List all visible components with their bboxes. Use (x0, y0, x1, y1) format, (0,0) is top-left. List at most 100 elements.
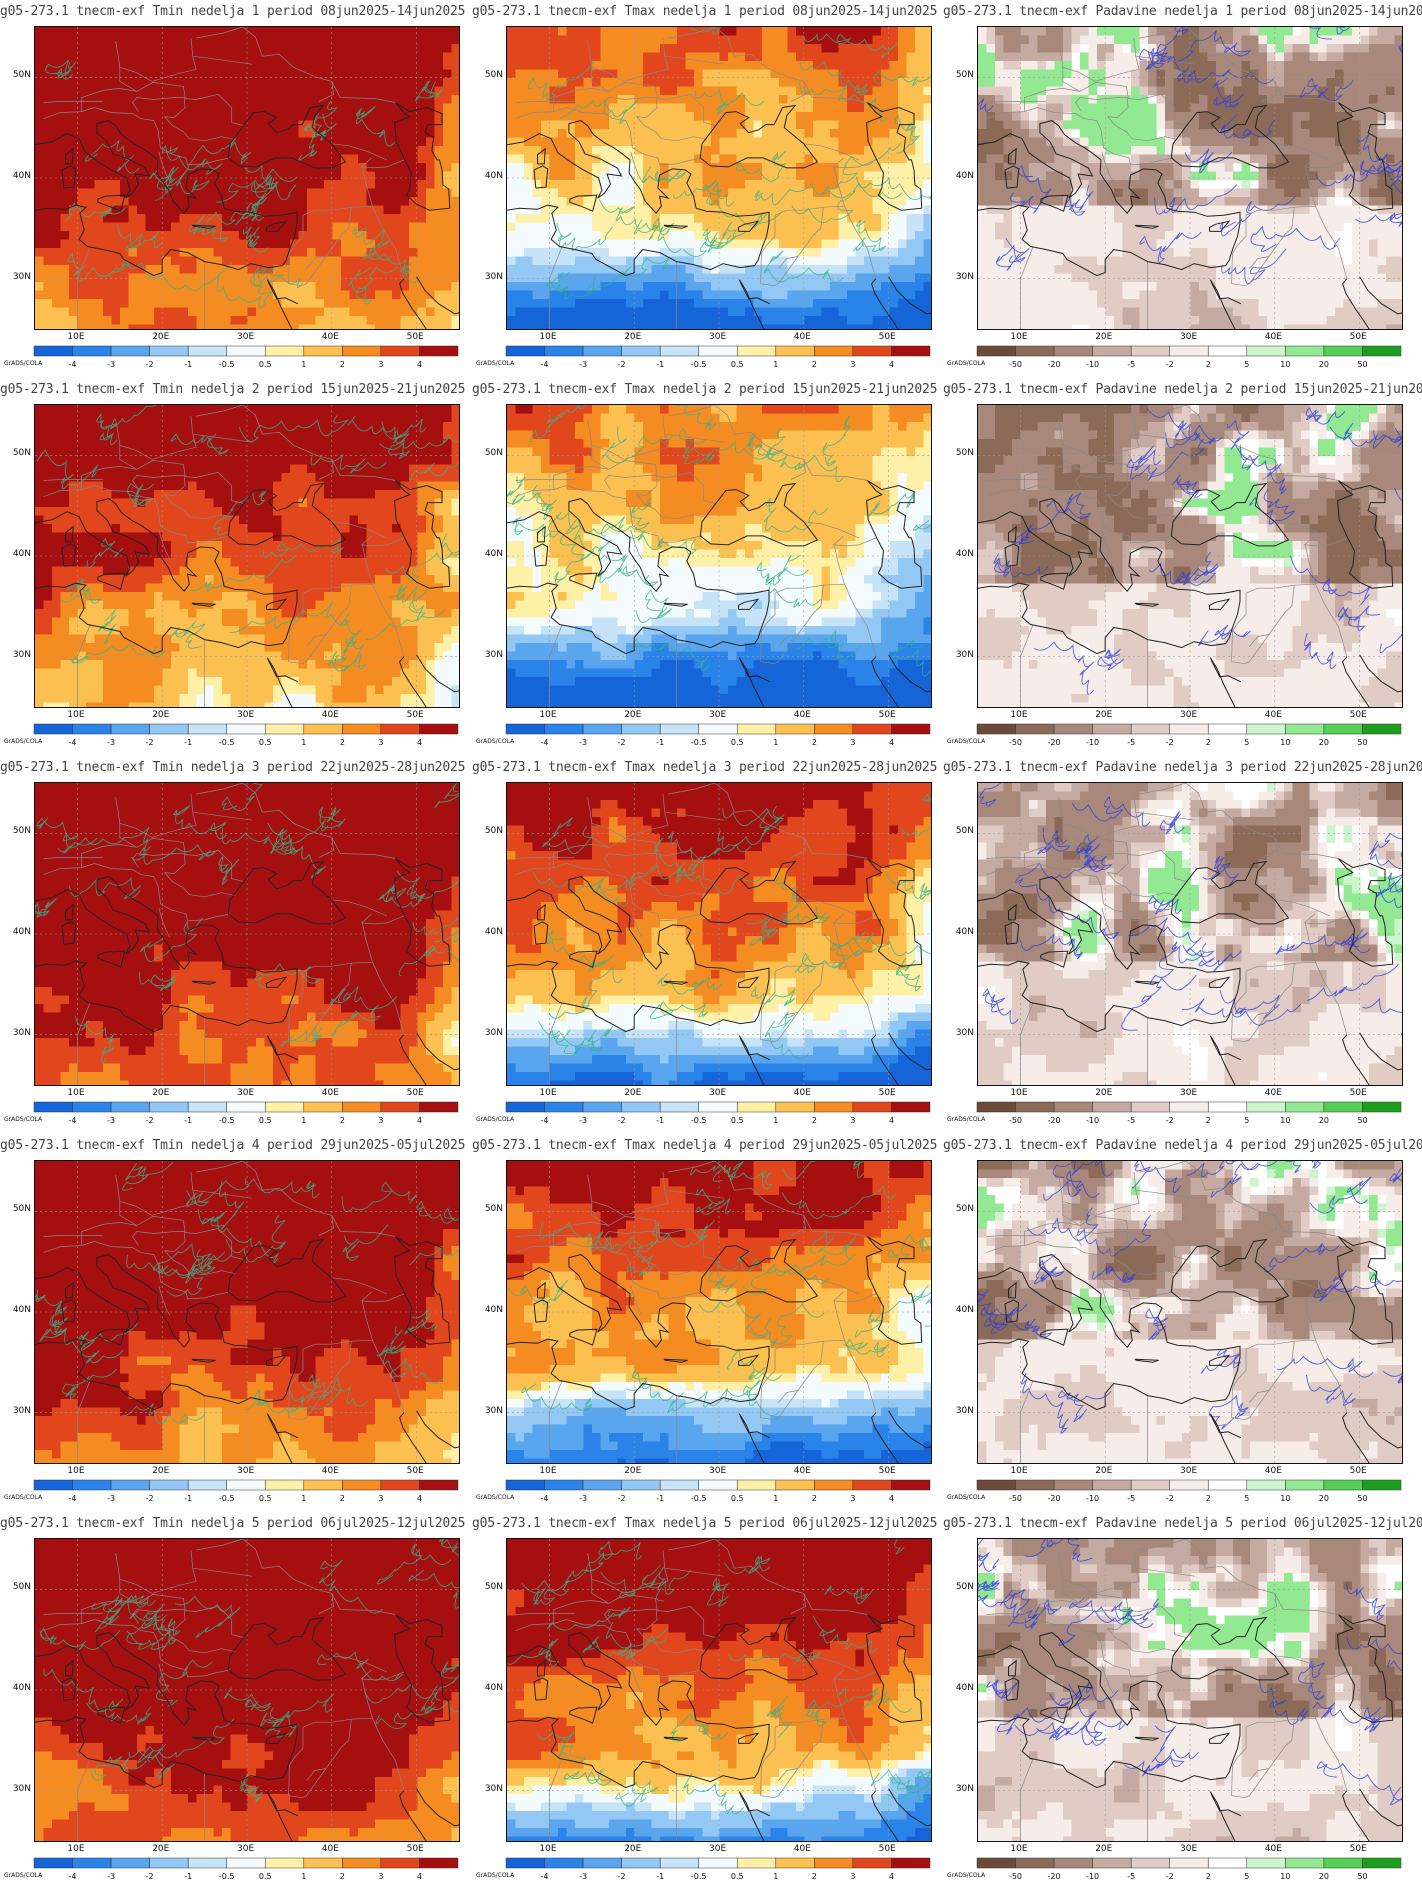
colorbar-swatch (265, 345, 305, 357)
colorbar-swatch (1285, 1101, 1325, 1113)
colorbar-swatch (582, 1479, 622, 1491)
colorbar-label: -4 (541, 1116, 549, 1125)
colorbar-swatch (110, 345, 150, 357)
lat-tick-label: 40N (13, 1683, 31, 1693)
map-frame (506, 782, 932, 1086)
colorbar-label: 4 (417, 360, 422, 369)
colorbar-swatch (775, 345, 815, 357)
colorbar-label: 50 (1357, 1116, 1367, 1125)
colorbar-label: -20 (1048, 738, 1061, 747)
colorbar: -50 -20 -10 -5 -2 2 5 10 20 50 (976, 1479, 1402, 1506)
colorbar-label: -10 (1086, 1494, 1099, 1503)
panel-title: g05-273.1 tnecm-exf Tmax nedelja 2 perio… (472, 382, 937, 397)
lon-tick-label: 40E (794, 1466, 811, 1476)
colorbar-swatch (110, 723, 150, 735)
grads-credit: GrADS/COLA (4, 1116, 42, 1123)
panel-title: g05-273.1 tnecm-exf Padavine nedelja 3 p… (943, 760, 1422, 775)
colorbar-swatch (621, 723, 661, 735)
colorbar-label: -20 (1048, 1116, 1061, 1125)
colorbar: -4 -3 -2 -1 -0.5 0.5 1 2 3 4 (505, 1857, 931, 1884)
colorbar-label: 2 (812, 1116, 817, 1125)
title-period: 06jul2025-12jul2025 (792, 1516, 937, 1531)
colorbar-swatch (1169, 1479, 1209, 1491)
colorbar-label: -3 (107, 738, 115, 747)
colorbar-label: 1 (301, 1116, 306, 1125)
colorbar-label: 5 (1244, 1116, 1249, 1125)
panel-title: g05-273.1 tnecm-exf Tmax nedelja 3 perio… (472, 760, 937, 775)
lon-tick-label: 40E (1265, 1466, 1282, 1476)
colorbar-label: -4 (69, 1872, 77, 1881)
title-title_prefix: g05-273.1 tnecm-exf (472, 4, 625, 19)
title-title_prefix: g05-273.1 tnecm-exf (943, 1138, 1096, 1153)
grads-credit: GrADS/COLA (476, 1872, 514, 1879)
colorbar-swatch (226, 1479, 266, 1491)
colorbar-swatch (852, 1857, 892, 1869)
colorbar-label: 3 (850, 360, 855, 369)
colorbar-swatch (72, 345, 112, 357)
grads-credit: GrADS/COLA (476, 738, 514, 745)
lon-tick-label: 10E (539, 1466, 556, 1476)
colorbar-label: 50 (1357, 1494, 1367, 1503)
colorbar-swatch (1285, 723, 1325, 735)
colorbar-label: -10 (1086, 738, 1099, 747)
lon-tick-label: 10E (539, 1844, 556, 1854)
colorbar-swatch (226, 1857, 266, 1869)
colorbar-swatch (1092, 1857, 1132, 1869)
colorbar-swatch (1015, 723, 1055, 735)
colorbar-swatch (1015, 1479, 1055, 1491)
lat-tick-label: 40N (13, 171, 31, 181)
colorbar-label: 2 (1206, 1494, 1211, 1503)
colorbar-label: -3 (579, 1494, 587, 1503)
colorbar-label: -20 (1048, 360, 1061, 369)
lat-tick-label: 40N (956, 927, 974, 937)
colorbar-label: 0.5 (731, 1872, 744, 1881)
colorbar-label: -50 (1009, 738, 1022, 747)
colorbar-swatch (737, 1101, 777, 1113)
map-panel-padavine-week-3: g05-273.1 tnecm-exf Padavine nedelja 3 p… (943, 756, 1422, 1134)
colorbar-label: 0.5 (259, 360, 272, 369)
colorbar-swatch (775, 723, 815, 735)
colorbar-label: 2 (812, 1872, 817, 1881)
lat-tick-label: 50N (13, 1204, 31, 1214)
colorbar-label: -4 (541, 1872, 549, 1881)
panel-title: g05-273.1 tnecm-exf Padavine nedelja 5 p… (943, 1516, 1422, 1531)
colorbar-swatch (1092, 1479, 1132, 1491)
colorbar-swatch (976, 345, 1016, 357)
lat-tick-label: 30N (485, 1028, 503, 1038)
lat-tick-label: 50N (485, 1204, 503, 1214)
lon-tick-label: 50E (1350, 1844, 1367, 1854)
map-frame (977, 1160, 1403, 1464)
title-period: 08jun2025-14jun2025 (1294, 4, 1422, 19)
colorbar-label: 2 (1206, 1872, 1211, 1881)
map-field (978, 27, 1402, 329)
colorbar-label: -20 (1048, 1872, 1061, 1881)
lat-tick-label: 30N (485, 650, 503, 660)
title-variable: Padavine (1096, 1516, 1165, 1531)
colorbar-label: 0.5 (259, 1872, 272, 1881)
title-variable: Tmax (625, 382, 663, 397)
lon-tick-label: 50E (879, 332, 896, 342)
colorbar-label: -2 (618, 1116, 626, 1125)
colorbar-swatch (852, 345, 892, 357)
colorbar-swatch (544, 723, 584, 735)
title-nedelja-label: nedelja (191, 760, 252, 775)
colorbar-label: 0.5 (259, 738, 272, 747)
map-field (35, 405, 459, 707)
colorbar-label: 3 (850, 738, 855, 747)
colorbar-label: 10 (1280, 1116, 1290, 1125)
lon-tick-label: 40E (1265, 1844, 1282, 1854)
colorbar-label: 0.5 (731, 360, 744, 369)
colorbar: -4 -3 -2 -1 -0.5 0.5 1 2 3 4 (33, 345, 459, 372)
map-field (35, 1161, 459, 1463)
title-variable: Tmax (625, 4, 663, 19)
title-nedelja-number: 3 (1225, 760, 1240, 775)
colorbar-label: 1 (773, 738, 778, 747)
lon-tick-label: 20E (624, 710, 641, 720)
lat-tick-label: 50N (956, 1204, 974, 1214)
colorbar-swatch (698, 345, 738, 357)
colorbar-label: 10 (1280, 1494, 1290, 1503)
colorbar-swatch (226, 1101, 266, 1113)
colorbar-swatch (505, 1479, 545, 1491)
title-nedelja-number: 2 (252, 382, 267, 397)
colorbar-swatch (505, 1857, 545, 1869)
